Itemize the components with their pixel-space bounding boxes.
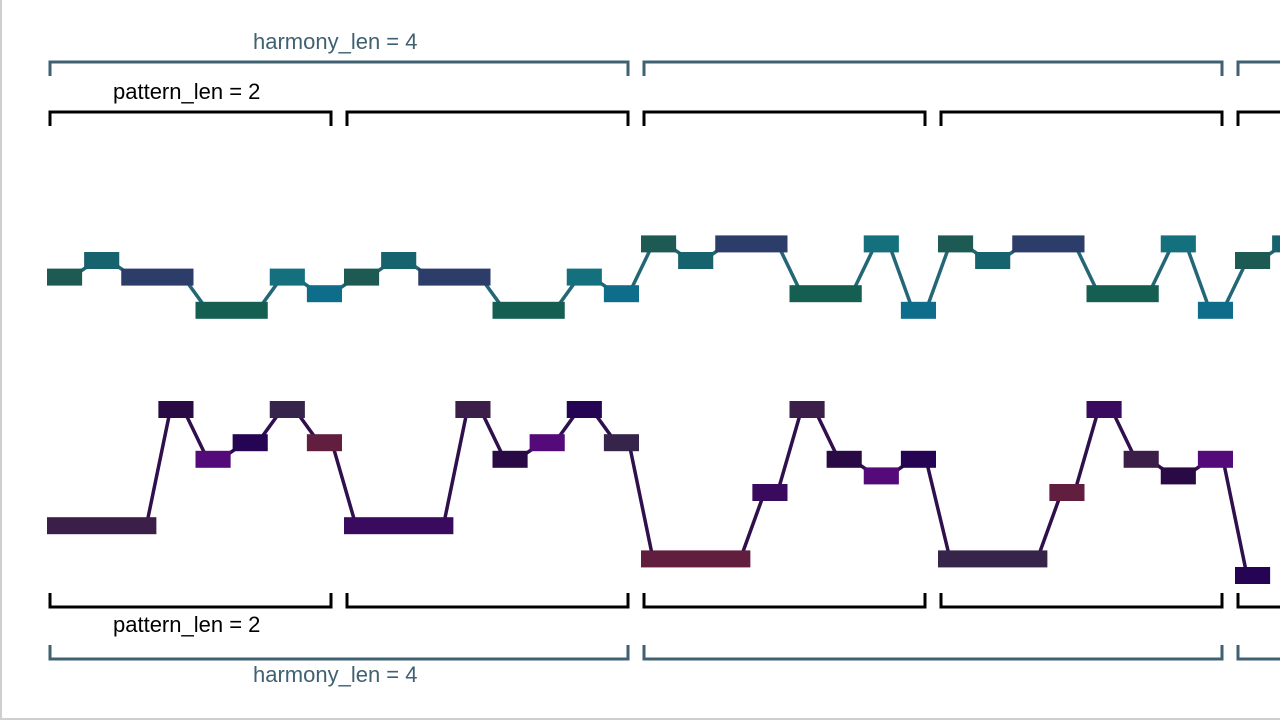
lower-melody-connector [144,409,173,527]
lower-melody-connector [627,442,655,560]
lower-melody-note [752,484,788,501]
lower-melody-connector [441,409,470,527]
upper-melody-note [195,301,268,319]
harmony-bracket-top [1236,60,1280,76]
lower-melody-note [529,434,565,452]
lower-melody-note [1049,484,1085,501]
lower-melody-note [900,450,936,468]
upper-melody-note [84,252,120,269]
lower-melody-note [492,450,528,468]
upper-melody-note [1086,285,1159,303]
lower-melody-connector [1072,409,1101,493]
upper-melody-note [641,235,677,253]
upper-melody-note [306,285,342,303]
upper-melody-note [1012,235,1085,253]
lower-melody-note [938,550,1048,568]
lower-melody-note [269,401,305,418]
lower-melody-note [47,517,157,535]
harmony-label-top: harmony_len = 4 [253,29,418,54]
upper-melody-connector [887,243,915,311]
upper-melody-note [418,268,491,286]
left-frame-edge [0,0,2,718]
upper-melody-note [975,252,1011,269]
upper-melody-note [269,268,305,286]
pattern-bracket-top [939,110,1224,126]
upper-melody-connector [1184,243,1212,311]
lower-melody-connector [738,491,767,560]
pattern-label-top: pattern_len = 2 [113,79,260,104]
lower-melody-connector [775,409,804,493]
pattern-bracket-top [642,110,927,126]
upper-melody-note [1272,235,1280,253]
lower-melody-note [826,450,862,468]
lower-melody-note [1086,401,1122,418]
pattern-bracket-top [48,110,333,126]
upper-melody-note [863,235,899,253]
lower-melody [47,401,1271,584]
pattern-bracket-bottom [1236,593,1280,609]
upper-melody-note [566,268,602,286]
lower-melody-connector [924,458,952,560]
lower-melody-note [195,450,231,468]
lower-melody-note [1235,567,1271,584]
lower-melody-note [863,467,899,485]
lower-melody-note [1160,467,1196,485]
lower-melody-note [232,434,268,452]
upper-melody-note [381,252,417,269]
lower-melody-note [566,401,602,418]
pattern-bracket-bottom [48,593,333,609]
lower-melody-note [455,401,491,418]
harmony-bracket-bottom [1236,645,1280,661]
lower-melody-note [306,434,342,452]
pattern-bracket-top [1236,110,1280,126]
upper-melody [47,235,1280,319]
harmony-bracket-top [48,60,630,76]
upper-melody-note [344,268,380,286]
upper-melody-note [789,285,862,303]
lower-melody-note [641,550,751,568]
pattern-bracket-bottom [345,593,630,609]
lower-melody-note [1197,450,1233,468]
upper-melody-note [492,301,565,319]
lower-melody-connector [1221,458,1249,576]
lower-melody-connector [1035,491,1064,560]
upper-melody-note [603,285,639,303]
upper-melody-note [678,252,714,269]
lower-melody-connector [330,442,358,527]
upper-melody-note [1235,252,1271,269]
harmony-bracket-bottom [48,645,630,661]
upper-melody-note [715,235,788,253]
lower-melody-note [158,401,194,418]
pattern-bracket-bottom [642,593,927,609]
pattern-bracket-top [345,110,630,126]
upper-melody-note [121,268,194,286]
pattern-bracket-bottom [939,593,1224,609]
harmony-bracket-bottom [642,645,1224,661]
upper-melody-connector [924,243,952,311]
upper-melody-note [1160,235,1196,253]
lower-melody-note [789,401,825,418]
upper-melody-note [47,268,83,286]
upper-melody-note [900,301,936,319]
bottom-frame-edge [0,718,1280,720]
upper-melody-note [938,235,974,253]
harmony-bracket-top [642,60,1224,76]
lower-melody-note [1123,450,1159,468]
bracket-layer [48,60,1280,661]
upper-melody-note [1197,301,1233,319]
harmony-label-bottom: harmony_len = 4 [253,662,418,687]
lower-melody-note [603,434,639,452]
lower-melody-note [344,517,454,535]
pattern-label-bottom: pattern_len = 2 [113,612,260,637]
